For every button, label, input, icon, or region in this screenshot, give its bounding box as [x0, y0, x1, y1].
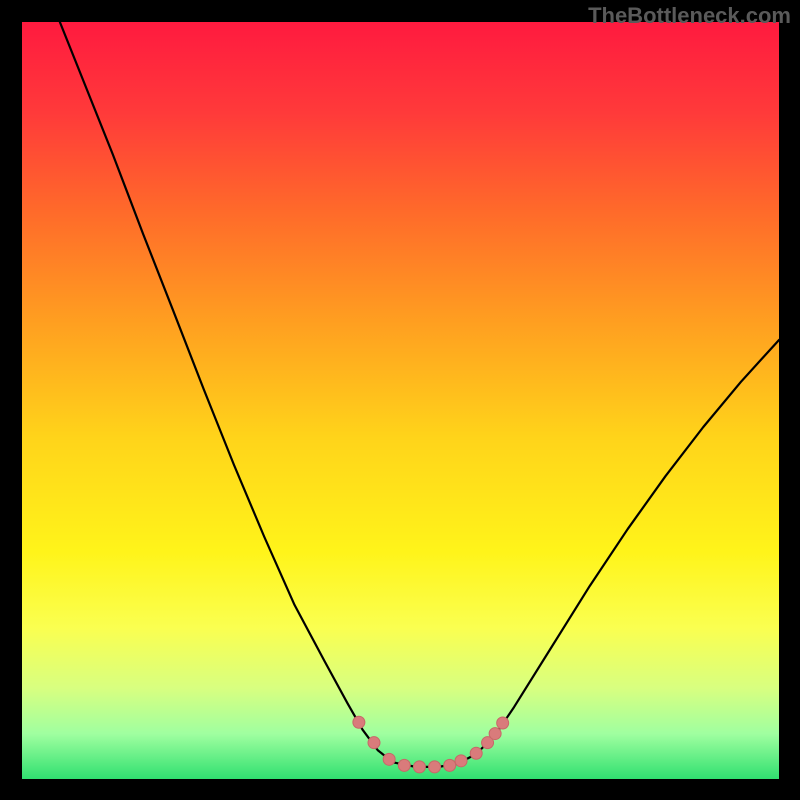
chart-stage: TheBottleneck.com — [0, 0, 800, 800]
highlight-marker — [455, 755, 467, 767]
chart-overlay-svg — [22, 22, 779, 779]
highlight-marker — [470, 747, 482, 759]
highlight-marker — [383, 753, 395, 765]
bottleneck-curve — [60, 22, 779, 767]
highlight-marker — [444, 759, 456, 771]
highlight-marker — [497, 717, 509, 729]
highlight-marker — [413, 761, 425, 773]
highlight-marker — [398, 759, 410, 771]
highlight-marker — [489, 728, 501, 740]
highlight-marker — [429, 761, 441, 773]
highlight-marker — [353, 716, 365, 728]
attribution-watermark: TheBottleneck.com — [588, 3, 791, 29]
highlight-marker — [368, 737, 380, 749]
plot-area — [22, 22, 779, 779]
